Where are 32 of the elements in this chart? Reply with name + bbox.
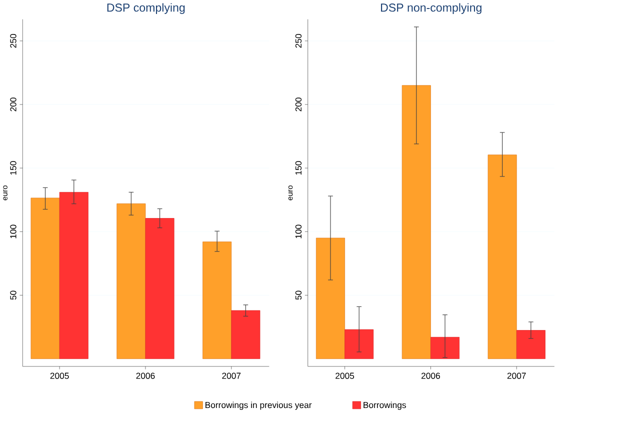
y-tick-label: 150 [10,161,16,175]
bar [402,85,431,359]
y-tick-label: 200 [10,97,16,112]
y-tick-label: 250 [10,34,16,48]
chart-title: DSP complying [107,3,185,14]
y-tick-label: 50 [295,290,302,300]
bar [30,198,60,359]
x-tick-label: 2007 [507,372,526,379]
y-tick-label: 100 [10,224,16,238]
x-tick-label: 2006 [421,372,440,379]
y-tick-label: 200 [295,97,302,112]
x-tick-label: 2005 [50,372,69,379]
chart-title: DSP non-complying [381,3,482,14]
bar [488,154,517,359]
bar [202,241,232,359]
y-tick-label: 100 [295,224,302,238]
y-tick-label: 150 [295,161,302,175]
x-tick-label: 2007 [222,372,241,379]
bar [231,310,260,359]
bar [344,329,374,359]
legend-label: Borrowings in previous year [206,402,312,410]
y-tick-label: 250 [295,34,302,48]
bar [516,330,546,359]
bar [59,192,88,359]
bar [116,203,146,359]
x-tick-label: 2005 [336,372,354,379]
bar [145,218,174,359]
x-tick-label: 2006 [136,372,155,379]
y-tick-label: 50 [10,290,16,300]
bar [430,336,460,359]
bar [316,238,345,359]
legend-label: Borrowings [364,402,406,410]
